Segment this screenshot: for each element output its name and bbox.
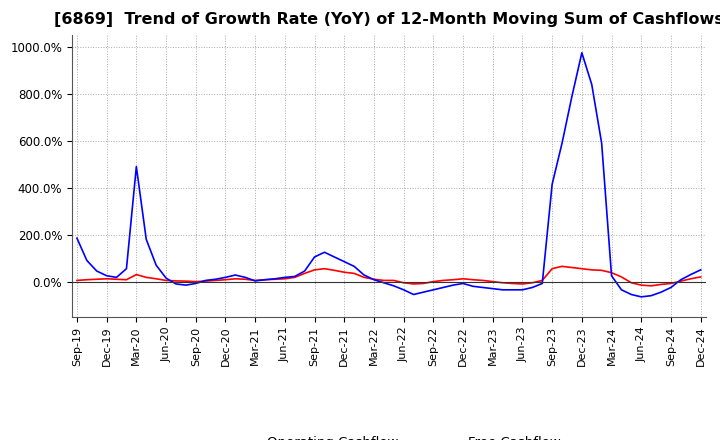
Line: Free Cashflow: Free Cashflow [77, 53, 701, 297]
Free Cashflow [469, 284, 477, 289]
Free Cashflow [419, 290, 428, 295]
Free Cashflow [379, 280, 388, 286]
Operating Cashflow [469, 277, 477, 282]
Operating Cashflow [479, 278, 487, 283]
Operating Cashflow [330, 268, 338, 273]
Operating Cashflow [696, 274, 705, 279]
Free Cashflow [696, 267, 705, 272]
Free Cashflow [73, 235, 81, 241]
Legend: Operating Cashflow, Free Cashflow: Operating Cashflow, Free Cashflow [212, 430, 566, 440]
Free Cashflow [479, 285, 487, 290]
Free Cashflow [637, 294, 646, 300]
Operating Cashflow [647, 283, 655, 289]
Free Cashflow [330, 254, 338, 260]
Operating Cashflow [419, 281, 428, 286]
Free Cashflow [152, 263, 161, 268]
Operating Cashflow [379, 278, 388, 283]
Operating Cashflow [152, 276, 161, 282]
Title: [6869]  Trend of Growth Rate (YoY) of 12-Month Moving Sum of Cashflows: [6869] Trend of Growth Rate (YoY) of 12-… [54, 12, 720, 27]
Line: Operating Cashflow: Operating Cashflow [77, 266, 701, 286]
Free Cashflow [577, 50, 586, 55]
Operating Cashflow [558, 264, 567, 269]
Operating Cashflow [73, 278, 81, 283]
